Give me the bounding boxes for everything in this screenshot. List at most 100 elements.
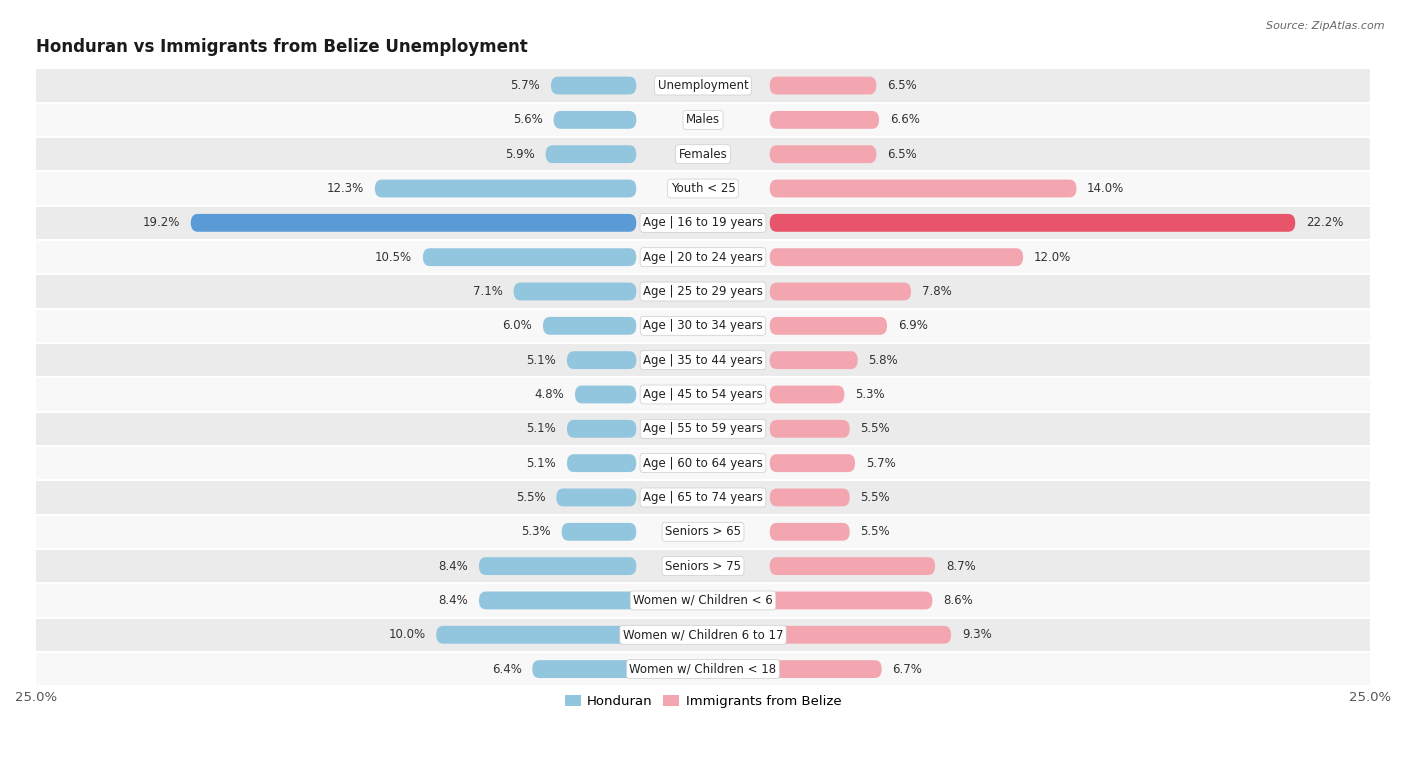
Bar [37, 515, 1369, 549]
FancyBboxPatch shape [769, 248, 1024, 266]
FancyBboxPatch shape [423, 248, 637, 266]
Text: 6.9%: 6.9% [898, 319, 928, 332]
FancyBboxPatch shape [769, 626, 950, 643]
Text: Source: ZipAtlas.com: Source: ZipAtlas.com [1267, 21, 1385, 31]
Text: 10.5%: 10.5% [375, 251, 412, 263]
Text: 6.0%: 6.0% [502, 319, 533, 332]
Text: Age | 60 to 64 years: Age | 60 to 64 years [643, 456, 763, 469]
Bar [37, 446, 1369, 480]
Text: 8.7%: 8.7% [946, 559, 976, 572]
Text: 14.0%: 14.0% [1087, 182, 1125, 195]
Legend: Honduran, Immigrants from Belize: Honduran, Immigrants from Belize [560, 690, 846, 714]
Text: Women w/ Children 6 to 17: Women w/ Children 6 to 17 [623, 628, 783, 641]
Text: 6.5%: 6.5% [887, 148, 917, 160]
Text: 5.8%: 5.8% [869, 354, 898, 366]
Bar [37, 618, 1369, 652]
Bar [37, 412, 1369, 446]
FancyBboxPatch shape [554, 111, 637, 129]
FancyBboxPatch shape [769, 660, 882, 678]
FancyBboxPatch shape [567, 420, 637, 438]
FancyBboxPatch shape [479, 591, 637, 609]
Bar [37, 68, 1369, 103]
Bar [37, 171, 1369, 206]
Text: 19.2%: 19.2% [143, 217, 180, 229]
FancyBboxPatch shape [769, 488, 849, 506]
Text: 5.7%: 5.7% [866, 456, 896, 469]
FancyBboxPatch shape [769, 214, 1295, 232]
Text: 5.9%: 5.9% [505, 148, 534, 160]
FancyBboxPatch shape [769, 523, 849, 540]
Bar [37, 377, 1369, 412]
FancyBboxPatch shape [575, 385, 637, 403]
Text: 5.3%: 5.3% [855, 388, 884, 401]
FancyBboxPatch shape [769, 111, 879, 129]
Bar [37, 240, 1369, 274]
Text: Unemployment: Unemployment [658, 79, 748, 92]
Text: 9.3%: 9.3% [962, 628, 991, 641]
FancyBboxPatch shape [567, 454, 637, 472]
FancyBboxPatch shape [769, 317, 887, 335]
FancyBboxPatch shape [769, 351, 858, 369]
FancyBboxPatch shape [479, 557, 637, 575]
Text: Women w/ Children < 18: Women w/ Children < 18 [630, 662, 776, 675]
FancyBboxPatch shape [436, 626, 637, 643]
FancyBboxPatch shape [375, 179, 637, 198]
Bar [37, 549, 1369, 584]
Text: 5.6%: 5.6% [513, 114, 543, 126]
Text: Age | 25 to 29 years: Age | 25 to 29 years [643, 285, 763, 298]
Text: Age | 20 to 24 years: Age | 20 to 24 years [643, 251, 763, 263]
FancyBboxPatch shape [551, 76, 637, 95]
Text: Females: Females [679, 148, 727, 160]
Bar [37, 103, 1369, 137]
Text: Seniors > 75: Seniors > 75 [665, 559, 741, 572]
Text: 8.4%: 8.4% [439, 559, 468, 572]
Bar [37, 309, 1369, 343]
Text: Males: Males [686, 114, 720, 126]
FancyBboxPatch shape [513, 282, 637, 301]
FancyBboxPatch shape [557, 488, 637, 506]
Text: 5.5%: 5.5% [860, 422, 890, 435]
Text: Age | 45 to 54 years: Age | 45 to 54 years [643, 388, 763, 401]
Bar [37, 584, 1369, 618]
Bar [37, 137, 1369, 171]
Bar [37, 480, 1369, 515]
Text: 22.2%: 22.2% [1306, 217, 1343, 229]
Text: 6.7%: 6.7% [893, 662, 922, 675]
FancyBboxPatch shape [769, 385, 845, 403]
FancyBboxPatch shape [561, 523, 637, 540]
FancyBboxPatch shape [567, 351, 637, 369]
FancyBboxPatch shape [769, 76, 876, 95]
Text: Age | 35 to 44 years: Age | 35 to 44 years [643, 354, 763, 366]
Text: 12.3%: 12.3% [328, 182, 364, 195]
Text: Age | 65 to 74 years: Age | 65 to 74 years [643, 491, 763, 504]
Text: Age | 16 to 19 years: Age | 16 to 19 years [643, 217, 763, 229]
FancyBboxPatch shape [769, 179, 1077, 198]
FancyBboxPatch shape [543, 317, 637, 335]
Text: 7.1%: 7.1% [472, 285, 503, 298]
Bar [37, 206, 1369, 240]
FancyBboxPatch shape [769, 282, 911, 301]
Text: Seniors > 65: Seniors > 65 [665, 525, 741, 538]
Bar [37, 652, 1369, 687]
FancyBboxPatch shape [546, 145, 637, 163]
Text: 5.7%: 5.7% [510, 79, 540, 92]
Text: Age | 55 to 59 years: Age | 55 to 59 years [643, 422, 763, 435]
Text: Honduran vs Immigrants from Belize Unemployment: Honduran vs Immigrants from Belize Unemp… [37, 38, 527, 56]
Text: 8.6%: 8.6% [943, 594, 973, 607]
Text: Youth < 25: Youth < 25 [671, 182, 735, 195]
Text: 5.1%: 5.1% [526, 354, 557, 366]
FancyBboxPatch shape [769, 591, 932, 609]
Text: 7.8%: 7.8% [922, 285, 952, 298]
Text: 6.4%: 6.4% [492, 662, 522, 675]
Text: 4.8%: 4.8% [534, 388, 564, 401]
FancyBboxPatch shape [769, 145, 876, 163]
Text: 8.4%: 8.4% [439, 594, 468, 607]
Text: 5.3%: 5.3% [522, 525, 551, 538]
Text: 12.0%: 12.0% [1033, 251, 1071, 263]
Text: 5.5%: 5.5% [860, 491, 890, 504]
FancyBboxPatch shape [191, 214, 637, 232]
FancyBboxPatch shape [769, 420, 849, 438]
Text: 5.1%: 5.1% [526, 456, 557, 469]
Text: 5.1%: 5.1% [526, 422, 557, 435]
Text: 6.6%: 6.6% [890, 114, 920, 126]
